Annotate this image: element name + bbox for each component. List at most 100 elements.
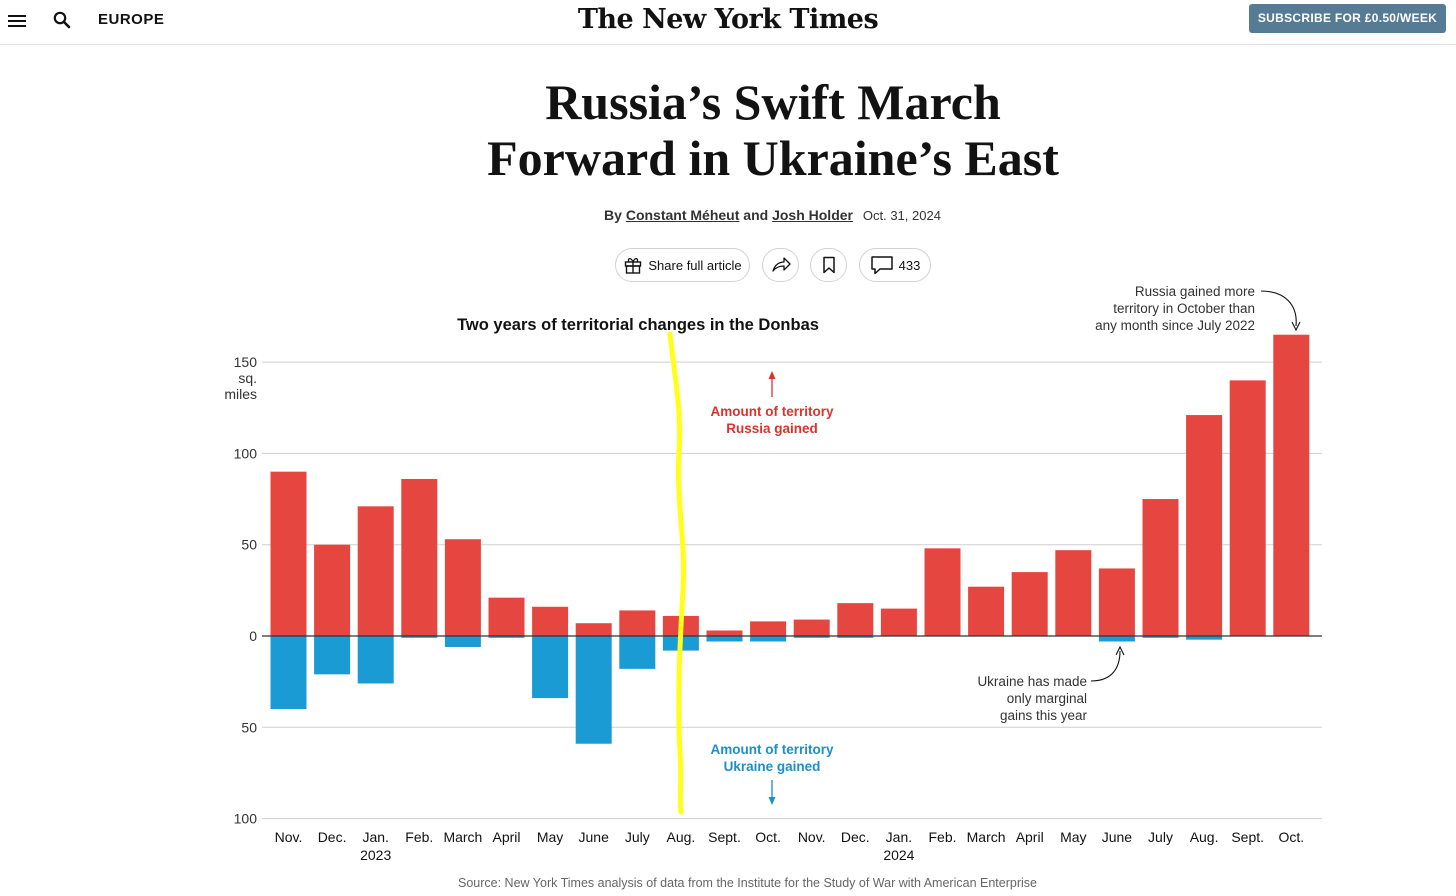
publish-date: Oct. 31, 2024 — [862, 208, 941, 223]
y-tick-label: 100 — [234, 811, 258, 827]
y-tick-label: 50 — [241, 719, 257, 735]
russia-gain-bar — [314, 544, 351, 636]
chart-gridlines — [262, 361, 1322, 820]
bookmark-icon — [822, 256, 835, 274]
russia-gain-bar — [750, 621, 787, 636]
byline-and: and — [743, 207, 769, 223]
russia-gain-label-line-1: Amount of territory — [711, 404, 834, 419]
ukraine-gain-bar — [314, 636, 351, 675]
ukraine-gain-bar — [532, 636, 569, 699]
russia-gain-bar — [1142, 499, 1179, 636]
ukraine-gain-bar — [270, 636, 307, 710]
ukraine-gain-bar — [357, 636, 394, 684]
ukraine-gain-bar — [1098, 636, 1135, 642]
ukraine-gain-label-line-1: Amount of territory — [711, 742, 834, 757]
russia-gain-annotation: Amount of territory Russia gained — [711, 371, 834, 436]
october-note-arrow — [1260, 290, 1297, 327]
share-full-article-button[interactable]: Share full article — [615, 248, 750, 282]
y-unit-label-2: miles — [224, 386, 257, 402]
marginal-note-line-2: only marginal — [1007, 691, 1087, 706]
october-note-arrowhead-icon — [1291, 321, 1301, 332]
chart-source: Source: New York Times analysis of data … — [458, 876, 1037, 890]
marginal-note-line-1: Ukraine has made — [977, 674, 1087, 689]
x-year-label: 2023 — [360, 847, 391, 863]
russia-gain-bar — [793, 619, 830, 636]
x-tick-label: April — [492, 829, 520, 845]
russia-gain-bar — [1273, 334, 1310, 636]
ukraine-gain-bar — [1186, 636, 1223, 640]
x-tick-label: Dec. — [318, 829, 347, 845]
y-tick-label: 150 — [234, 354, 258, 370]
ukraine-gain-label-line-2: Ukraine gained — [724, 759, 821, 774]
russia-gain-bar — [1186, 415, 1223, 636]
y-tick-label: 50 — [241, 537, 257, 553]
x-tick-label: Oct. — [755, 829, 781, 845]
x-tick-label: Oct. — [1278, 829, 1304, 845]
x-tick-label: March — [967, 829, 1006, 845]
x-tick-label: July — [1148, 829, 1173, 845]
x-tick-label: June — [579, 829, 610, 845]
share-full-article-label: Share full article — [648, 257, 742, 273]
x-tick-label: Feb. — [928, 829, 956, 845]
ukraine-gain-bar — [750, 636, 787, 642]
x-tick-label: Sept. — [708, 829, 741, 845]
menu-icon[interactable] — [8, 12, 26, 28]
author-link-1[interactable]: Constant Méheut — [625, 207, 740, 223]
ukraine-gain-bar — [1142, 636, 1179, 638]
x-tick-label: May — [537, 829, 563, 845]
gift-icon — [625, 257, 642, 274]
x-tick-label: June — [1102, 829, 1133, 845]
russia-gain-bar — [488, 597, 525, 636]
russia-gain-bar — [270, 471, 307, 636]
october-note-line-3: any month since July 2022 — [1095, 318, 1255, 333]
chart-bars — [270, 334, 1310, 744]
marginal-note-arrowhead-icon — [1115, 645, 1125, 656]
x-tick-label: March — [443, 829, 482, 845]
russia-gain-bar — [1011, 572, 1048, 636]
marginal-note-arrow — [1090, 650, 1121, 682]
ukraine-gain-bar — [793, 636, 830, 638]
x-tick-label: Dec. — [841, 829, 870, 845]
russia-gain-bar — [357, 506, 394, 636]
author-link-2[interactable]: Josh Holder — [772, 207, 853, 223]
russia-gain-bar — [532, 606, 569, 636]
x-tick-label: Nov. — [275, 829, 303, 845]
russia-gain-bar — [444, 539, 481, 636]
comments-button[interactable]: 433 — [859, 248, 931, 282]
ukraine-gain-bar — [488, 636, 525, 638]
russia-gain-bar — [706, 630, 743, 636]
x-axis: Nov. Dec. Jan. Feb. March April May June July Aug… — [275, 829, 1305, 863]
y-unit-label-1: sq. — [238, 370, 257, 386]
comment-count: 433 — [898, 257, 921, 273]
subscribe-button[interactable]: SUBSCRIBE FOR £0.50/WEEK — [1249, 4, 1446, 33]
share-button[interactable] — [762, 248, 799, 282]
russia-gain-bar — [1098, 568, 1135, 636]
russia-gain-bar — [880, 608, 917, 636]
up-arrow-icon — [768, 371, 776, 379]
yellow-highlight-line — [667, 331, 687, 815]
ukraine-gain-bar — [401, 636, 438, 638]
russia-gain-bar — [968, 586, 1005, 636]
headline: Russia’s Swift March Forward in Ukraine’… — [300, 74, 1246, 186]
ukraine-gain-bar — [706, 636, 743, 642]
x-tick-label: Aug. — [666, 829, 695, 845]
nyt-logo[interactable]: The New York Times — [577, 4, 879, 35]
russia-gain-bar — [575, 623, 612, 636]
ukraine-gain-bar — [575, 636, 612, 744]
ukraine-gain-bar — [837, 636, 874, 638]
top-bar: EUROPE The New York Times SUBSCRIBE FOR … — [0, 0, 1456, 45]
russia-gain-label-line-2: Russia gained — [726, 421, 818, 436]
headline-line-1: Russia’s Swift March — [545, 74, 1001, 130]
russia-gain-bar — [619, 610, 656, 636]
russia-gain-bar — [837, 603, 874, 636]
ukraine-gain-annotation: Amount of territory Ukraine gained — [711, 742, 834, 805]
russia-gain-bar — [401, 478, 438, 636]
search-icon[interactable] — [52, 10, 72, 30]
x-tick-label: Nov. — [798, 829, 826, 845]
save-article-button[interactable] — [810, 248, 847, 282]
down-arrow-icon — [768, 797, 776, 805]
chart-title: Two years of territorial changes in the … — [457, 316, 819, 334]
october-note: Russia gained more territory in October … — [1095, 284, 1301, 333]
section-link-europe[interactable]: EUROPE — [98, 11, 165, 28]
byline: By Constant Méheut and Josh Holder Oct. … — [0, 207, 1456, 223]
